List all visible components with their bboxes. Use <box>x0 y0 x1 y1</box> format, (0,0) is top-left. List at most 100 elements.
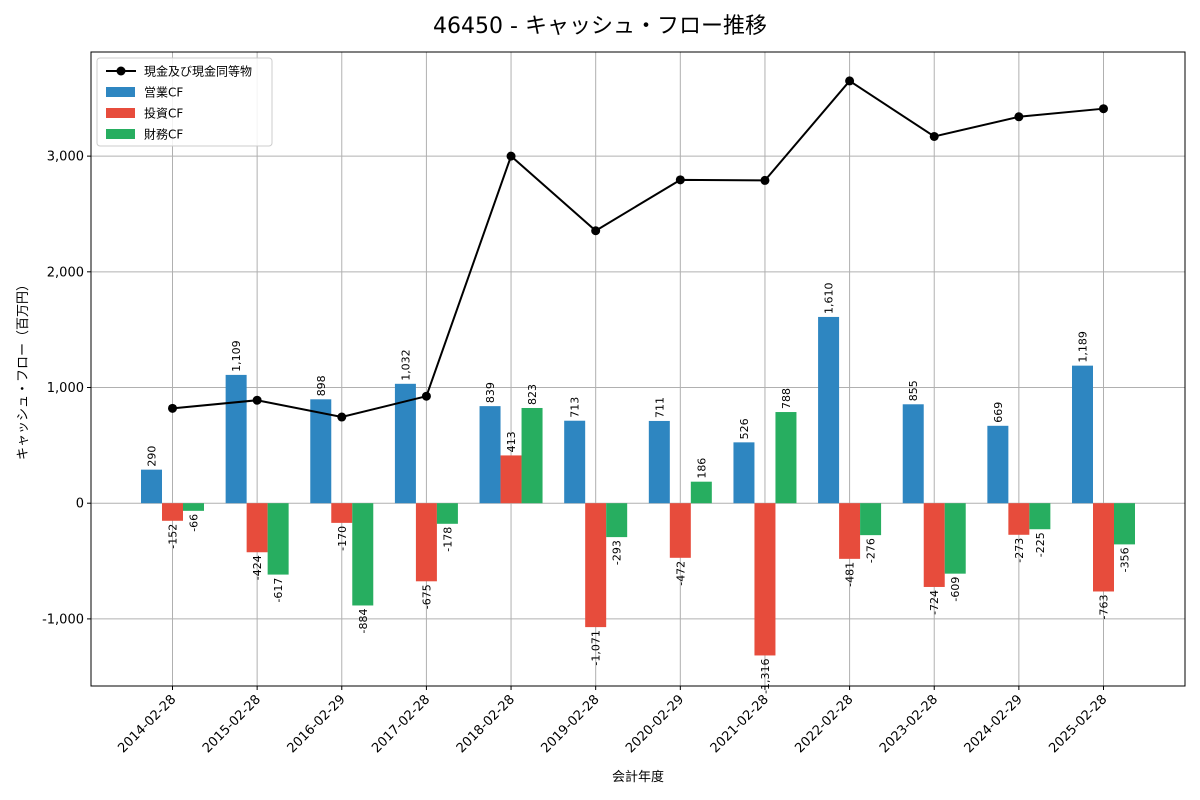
bar-investing-cf <box>1008 503 1030 535</box>
bar-value-label: -472 <box>674 561 687 586</box>
x-tick-label: 2022-02-28 <box>792 692 856 756</box>
legend-bar-swatch <box>106 129 135 139</box>
bar-investing-cf <box>246 503 268 553</box>
cash-balance-point <box>168 403 177 413</box>
bar-investing-cf <box>162 503 183 521</box>
bar-value-label: -170 <box>336 526 349 551</box>
x-tick-label: 2016-02-29 <box>285 692 349 756</box>
cash-balance-point <box>506 151 516 161</box>
bar-operating-cf <box>1072 365 1093 504</box>
cash-balance-point <box>252 395 262 405</box>
cash-balance-point <box>1099 104 1108 114</box>
bar-value-label: -293 <box>611 540 624 565</box>
bar-value-label: -273 <box>1013 538 1026 563</box>
y-tick-label: 0 <box>76 497 84 512</box>
bar-value-label: -178 <box>441 527 454 552</box>
bar-operating-cf <box>479 406 501 504</box>
bar-value-label: 823 <box>526 384 539 405</box>
bar-value-label: -276 <box>865 538 878 563</box>
chart-title: 46450 - キャッシュ・フロー推移 <box>433 14 767 39</box>
x-tick-label: 2025-02-28 <box>1046 692 1110 756</box>
bar-investing-cf <box>923 503 945 587</box>
bar-investing-cf <box>415 503 437 582</box>
bar-operating-cf <box>141 469 162 504</box>
legend-label: 現金及び現金同等物 <box>144 64 252 79</box>
bar-investing-cf <box>1093 503 1114 592</box>
bar-value-label: -66 <box>188 514 201 532</box>
bar-value-label: 713 <box>569 397 582 418</box>
bar-operating-cf <box>310 399 332 504</box>
bar-value-label: 1,109 <box>230 340 243 372</box>
bar-value-label: -724 <box>928 590 941 615</box>
x-tick-label: 2019-02-28 <box>538 692 602 756</box>
bar-value-label: 1,032 <box>399 349 412 381</box>
legend-marker <box>116 66 126 76</box>
cash-balance-point <box>421 391 431 401</box>
bar-value-label: -1,316 <box>759 658 772 693</box>
legend-label: 営業CF <box>144 86 183 100</box>
bar-operating-cf <box>733 442 755 504</box>
bar-value-label: 669 <box>992 402 1005 423</box>
bar-financing-cf <box>1114 503 1135 545</box>
bar-labels-layer: 290 1,109 898 1,032 839 713 711 526 1,610 855 669 1… <box>146 282 1132 693</box>
bar-investing-cf <box>331 503 353 523</box>
y-tick-label: 1,000 <box>47 381 84 396</box>
bars-layer <box>141 316 1135 656</box>
bar-value-label: -424 <box>251 555 264 580</box>
bar-investing-cf <box>585 503 607 628</box>
bar-value-label: -884 <box>357 608 370 633</box>
bar-investing-cf <box>754 503 776 656</box>
bar-financing-cf <box>606 503 628 538</box>
y-tick-label: 3,000 <box>47 150 84 165</box>
bar-investing-cf <box>669 503 691 558</box>
bar-financing-cf <box>352 503 374 606</box>
bar-value-label: 898 <box>315 375 328 396</box>
bar-value-label: -481 <box>844 562 857 587</box>
x-tick-label: 2020-02-29 <box>623 692 687 756</box>
bar-value-label: -152 <box>167 524 180 549</box>
cash-balance-point <box>760 175 770 185</box>
cash-balance-point <box>1014 112 1024 122</box>
bar-value-label: 186 <box>695 458 708 479</box>
x-tick-label: 2024-02-29 <box>962 692 1026 756</box>
cash-balance-point <box>845 76 855 86</box>
bar-financing-cf <box>1029 503 1051 530</box>
bar-value-label: -225 <box>1034 532 1047 557</box>
bar-financing-cf <box>436 503 458 524</box>
legend-label: 投資CF <box>144 106 183 121</box>
bar-financing-cf <box>944 503 966 574</box>
grid-layer <box>91 52 1185 686</box>
y-axis-label: キャッシュ・フロー（百万円） <box>16 278 31 460</box>
bar-value-label: 1,189 <box>1077 331 1090 363</box>
bar-financing-cf <box>860 503 882 536</box>
line-layer <box>168 76 1108 422</box>
bar-value-label: 413 <box>505 431 518 452</box>
bar-value-label: -356 <box>1119 547 1132 572</box>
bar-value-label: -1,071 <box>590 630 603 665</box>
bar-operating-cf <box>564 420 586 504</box>
x-tick-label: 2014-02-28 <box>115 692 179 756</box>
y-tick-label: 2,000 <box>47 265 84 280</box>
x-axis-label: 会計年度 <box>612 769 664 785</box>
plot-frame <box>90 51 1186 687</box>
bar-value-label: -609 <box>949 577 962 602</box>
bar-operating-cf <box>818 316 840 504</box>
cash-balance-point <box>337 412 347 422</box>
x-tick-label: 2021-02-28 <box>708 692 772 756</box>
bar-investing-cf <box>500 455 522 504</box>
cash-balance-point <box>591 226 601 236</box>
bar-operating-cf <box>902 404 924 504</box>
bar-value-label: 526 <box>738 418 751 439</box>
legend-bar-swatch <box>106 108 135 118</box>
x-tick-label: 2023-02-28 <box>877 692 941 756</box>
bar-value-label: -675 <box>420 584 433 609</box>
bar-financing-cf <box>775 412 797 504</box>
bar-financing-cf <box>690 481 712 504</box>
bar-operating-cf <box>987 425 1009 504</box>
bar-value-label: 839 <box>484 382 497 403</box>
legend-box <box>96 57 273 147</box>
cash-balance-point <box>675 175 685 185</box>
